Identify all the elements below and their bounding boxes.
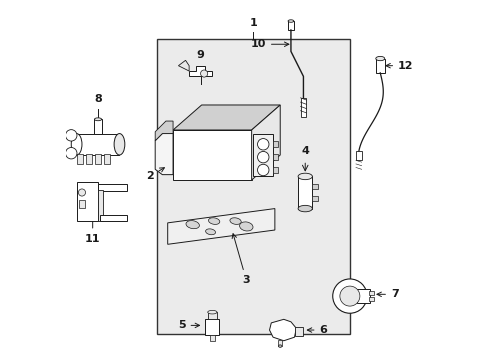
Text: 4: 4 (301, 146, 308, 156)
Polygon shape (173, 130, 251, 180)
Ellipse shape (287, 20, 293, 22)
Polygon shape (189, 66, 212, 76)
Bar (368, 292, 373, 295)
Text: 5: 5 (178, 320, 199, 330)
Bar (368, 297, 373, 301)
Ellipse shape (278, 345, 282, 347)
Ellipse shape (114, 134, 124, 155)
Text: 3: 3 (232, 234, 249, 285)
Text: 2: 2 (145, 168, 164, 181)
Ellipse shape (207, 310, 217, 314)
Bar (104, 154, 110, 164)
Ellipse shape (298, 173, 312, 180)
Bar (300, 98, 305, 117)
Bar (98, 184, 126, 191)
Circle shape (65, 148, 77, 159)
Circle shape (257, 152, 268, 163)
Bar (209, 335, 214, 341)
Bar (294, 327, 303, 336)
Bar (312, 196, 317, 201)
Bar (98, 190, 103, 221)
Bar (356, 289, 369, 303)
Bar (100, 215, 126, 221)
Text: 8: 8 (94, 94, 102, 104)
Bar (94, 119, 102, 134)
Bar (95, 154, 101, 164)
Circle shape (200, 70, 207, 77)
Text: 11: 11 (85, 214, 100, 244)
Bar (207, 312, 217, 319)
Ellipse shape (375, 57, 384, 61)
Bar (375, 59, 384, 73)
Bar (278, 340, 282, 346)
Bar (86, 154, 92, 164)
Ellipse shape (185, 221, 199, 229)
Polygon shape (269, 319, 296, 341)
Bar (80, 200, 85, 208)
Bar (253, 134, 272, 176)
Polygon shape (155, 134, 173, 175)
Bar (77, 154, 83, 164)
Polygon shape (167, 208, 274, 244)
Ellipse shape (71, 134, 82, 155)
Circle shape (257, 164, 268, 176)
Bar (272, 154, 277, 160)
Text: 12: 12 (385, 61, 413, 71)
Circle shape (65, 130, 77, 141)
Polygon shape (173, 105, 280, 130)
Bar (77, 134, 119, 155)
Text: 10: 10 (250, 39, 288, 49)
Bar (287, 21, 293, 30)
Ellipse shape (205, 229, 215, 235)
Bar (312, 184, 317, 189)
Text: 1: 1 (249, 18, 257, 28)
Polygon shape (251, 105, 280, 180)
Ellipse shape (239, 222, 252, 231)
Ellipse shape (94, 118, 102, 121)
Circle shape (332, 279, 366, 313)
Bar (205, 319, 219, 336)
Polygon shape (155, 121, 173, 141)
Bar (272, 167, 277, 173)
Polygon shape (178, 60, 189, 71)
Ellipse shape (208, 218, 219, 224)
Bar (272, 141, 277, 148)
Bar (298, 176, 312, 208)
Circle shape (339, 286, 359, 306)
Circle shape (257, 139, 268, 150)
Text: 6: 6 (306, 325, 327, 335)
Ellipse shape (298, 205, 312, 212)
Text: 9: 9 (196, 50, 204, 60)
Bar (157, 39, 349, 334)
Circle shape (78, 189, 85, 196)
Bar (355, 152, 361, 160)
Ellipse shape (229, 218, 241, 224)
Text: 7: 7 (376, 289, 398, 299)
Bar (77, 182, 98, 221)
